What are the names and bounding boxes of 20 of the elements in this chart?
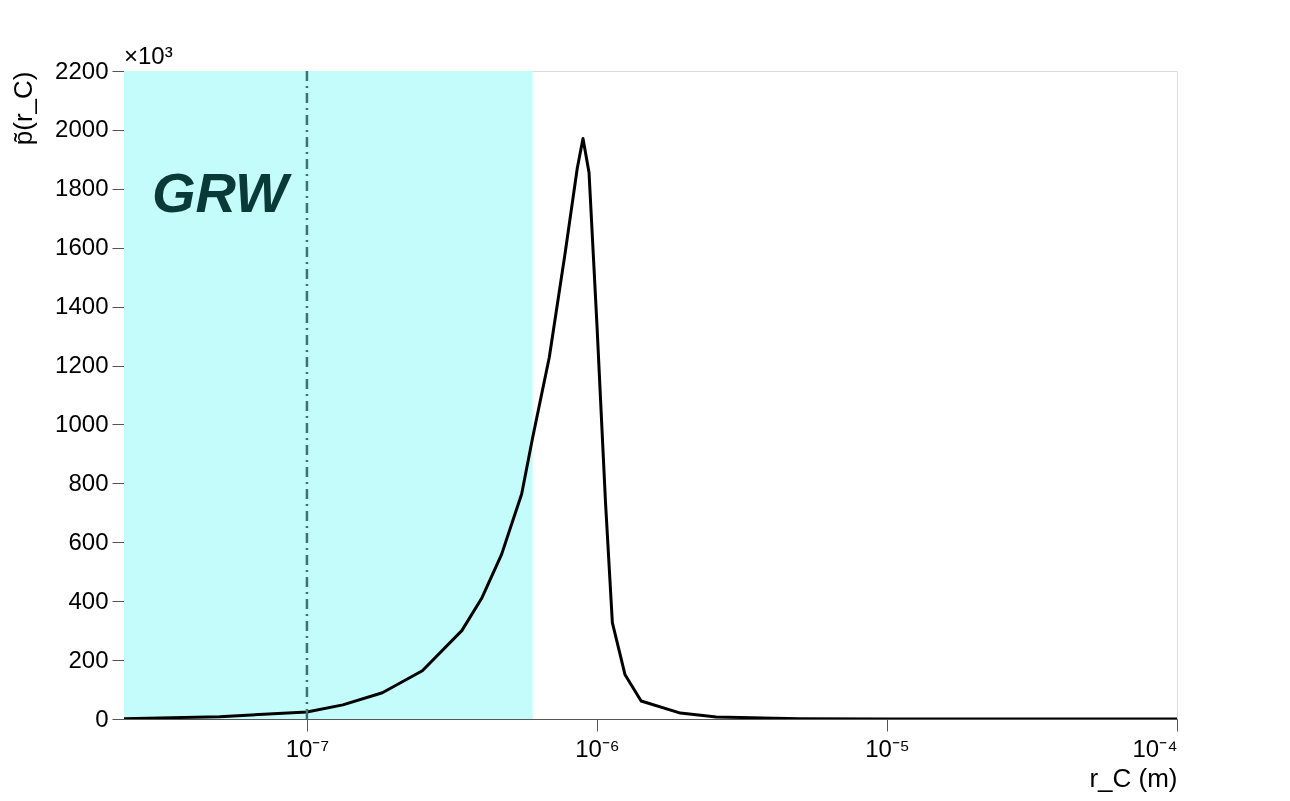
x-tick-label: 10⁻⁶: [575, 734, 620, 762]
x-tick-label: 10⁻⁵: [865, 734, 910, 762]
y-tick-label: 1400: [55, 292, 109, 320]
y-tick-label: 600: [68, 527, 109, 555]
y-tick-label: 400: [68, 586, 109, 614]
text: ×10³: [124, 42, 173, 69]
y-tick-label: 2200: [55, 56, 109, 84]
y-tick-label: 1000: [55, 409, 109, 437]
y-tick-label: 0: [95, 704, 109, 732]
y-tick-label: 1800: [55, 174, 109, 202]
x-axis-title: r_C (m): [1089, 762, 1178, 793]
y-tick-label: 2000: [55, 115, 109, 143]
y-tick-label: 200: [68, 645, 109, 673]
y-axis-title: p̃(r_C): [8, 71, 39, 146]
y-tick-label: 800: [68, 468, 109, 496]
x-tick-label: 10⁻⁷: [285, 734, 330, 762]
band-label: GRW: [152, 161, 292, 224]
y-tick-label: 1600: [55, 233, 109, 261]
x-tick-label: 10⁻⁴: [1132, 734, 1178, 762]
y-tick-label: 1200: [55, 351, 109, 379]
